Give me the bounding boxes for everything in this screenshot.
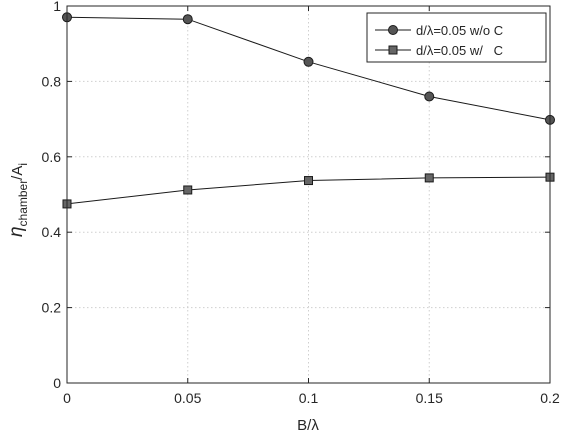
x-tick-label-2: 0.1 — [299, 390, 319, 406]
x-tick-label-0: 0 — [63, 390, 71, 406]
x-tick-label-3: 0.15 — [416, 390, 443, 406]
legend-label-1: d/λ=0.05 w/ C — [416, 43, 503, 58]
x-tick-label-4: 0.2 — [540, 390, 560, 406]
series-1-point-1 — [183, 185, 193, 195]
legend-marker-0 — [388, 25, 398, 35]
y-tick-label-5: 1 — [53, 0, 61, 14]
legend-label-0: d/λ=0.05 w/o C — [416, 23, 503, 38]
x-tick-label-1: 0.05 — [174, 390, 201, 406]
series-1-point-2 — [304, 176, 313, 186]
y-tick-label-3: 0.6 — [42, 149, 62, 165]
axis-ticks — [66, 5, 551, 384]
legend-marker-1 — [388, 45, 398, 55]
y-axis-label-sub2: i — [16, 163, 30, 166]
series-0-point-1 — [182, 14, 193, 25]
series-0-point-2 — [303, 56, 314, 67]
y-axis-label: ηchamber/Ai — [6, 163, 30, 237]
y-axis-label-sub1: chamber — [16, 180, 30, 227]
y-tick-label-2: 0.4 — [42, 224, 62, 240]
tick-labels: 0 0.05 0.1 0.15 0.2 0 0.2 0.4 0.6 0.8 1 — [42, 0, 560, 406]
series-1-point-3 — [424, 173, 434, 183]
legend: d/λ=0.05 w/o C d/λ=0.05 w/ C — [366, 12, 547, 63]
y-tick-label-1: 0.2 — [42, 300, 62, 316]
y-tick-label-4: 0.8 — [42, 73, 62, 89]
y-axis-label-eta: η — [6, 226, 27, 237]
y-tick-label-0: 0 — [53, 375, 61, 391]
y-axis-label-mid: /A — [9, 166, 26, 180]
grid-lines — [67, 6, 550, 383]
series-0-point-3 — [424, 91, 435, 102]
x-axis-label: B/λ — [297, 417, 319, 434]
